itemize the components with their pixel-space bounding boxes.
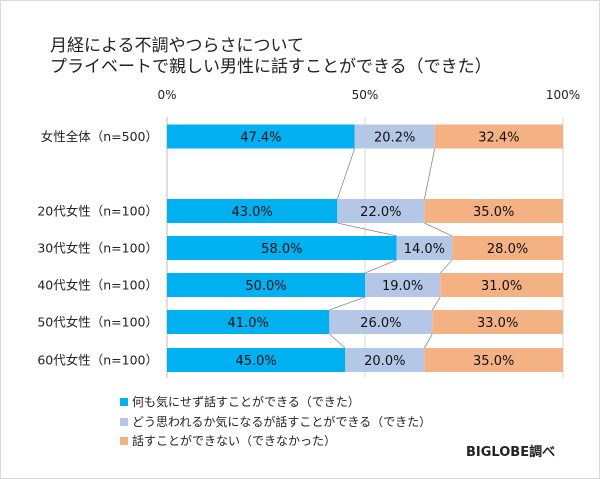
bar-segment [434,124,563,149]
bar-segment [396,236,453,260]
bar-segment [337,199,425,223]
legend-item-1: 何も気にせず話すことができる（できた） [120,393,360,410]
x-tick-label: 50% [352,88,379,102]
data-label: 19.0% [382,279,423,294]
bar-segment [167,199,338,223]
series-line [431,296,441,311]
source-note: BIGLOBE調べ [466,445,556,460]
legend-swatch-1 [120,397,128,406]
data-label: 35.0% [473,354,514,369]
legend-swatch-3 [120,436,128,445]
legend-label-2: どう思われるか気になるが話すことができる（できた） [132,415,432,429]
legend-label-1: 何も気にせず話すことができる（できた） [132,395,360,409]
legend-swatch-2 [120,417,128,426]
data-label: 14.0% [404,242,445,257]
series-line [439,259,453,274]
data-label: 45.0% [235,354,276,369]
legend-item-3: 話すことができない（できなかった） [120,432,336,449]
data-label: 41.0% [228,316,269,331]
legend-label-3: 話すことができない（できなかった） [132,434,337,448]
series-line [337,222,397,237]
data-label: 35.0% [473,205,514,220]
bar-segment [345,348,425,372]
data-label: 26.0% [360,316,401,331]
bar-segment [424,199,563,223]
series-line [424,222,453,237]
bar-segment [167,236,397,260]
chart-title-line-2: プライベートで親しい男性に話すことができる（できた） [50,57,492,77]
bar-segment [424,348,563,372]
data-label: 28.0% [487,242,528,257]
data-label: 58.0% [261,242,302,257]
bar-segment [329,310,433,334]
series-line [424,148,436,200]
data-label: 33.0% [477,316,518,331]
data-label: 20.2% [374,131,415,146]
x-tick-label: 0% [157,88,176,102]
bar-segment [432,310,563,334]
data-label: 47.4% [240,131,281,146]
series-line [336,148,356,200]
data-label: 32.4% [478,131,519,146]
category-label: 20代女性（n=100） [37,204,158,219]
series-line [424,333,433,349]
data-label: 50.0% [245,279,286,294]
data-label: 31.0% [481,279,522,294]
bar-segment [167,273,365,297]
bar-segment [167,348,346,372]
bar-segment [167,310,330,334]
legend-item-2: どう思われるか気になるが話すことができる（できた） [120,413,431,430]
bar-segment [452,236,563,260]
data-label: 22.0% [360,205,401,220]
category-label: 女性全体（n=500） [41,129,158,144]
category-label: 40代女性（n=100） [37,278,158,293]
series-line [329,333,346,349]
series-line [364,259,397,274]
bar-segment [365,273,441,297]
data-label: 20.0% [364,354,405,369]
data-label: 43.0% [231,205,272,220]
category-label: 50代女性（n=100） [37,315,158,330]
chart-title-line-1: 月経による不調やつらさについて [50,36,304,56]
x-tick-label: 100% [546,88,580,102]
bar-segment [354,124,435,149]
category-label: 30代女性（n=100） [37,241,158,256]
bar-segment [167,124,355,149]
series-line [329,296,366,311]
bar-segment [440,273,563,297]
category-label: 60代女性（n=100） [37,353,158,368]
